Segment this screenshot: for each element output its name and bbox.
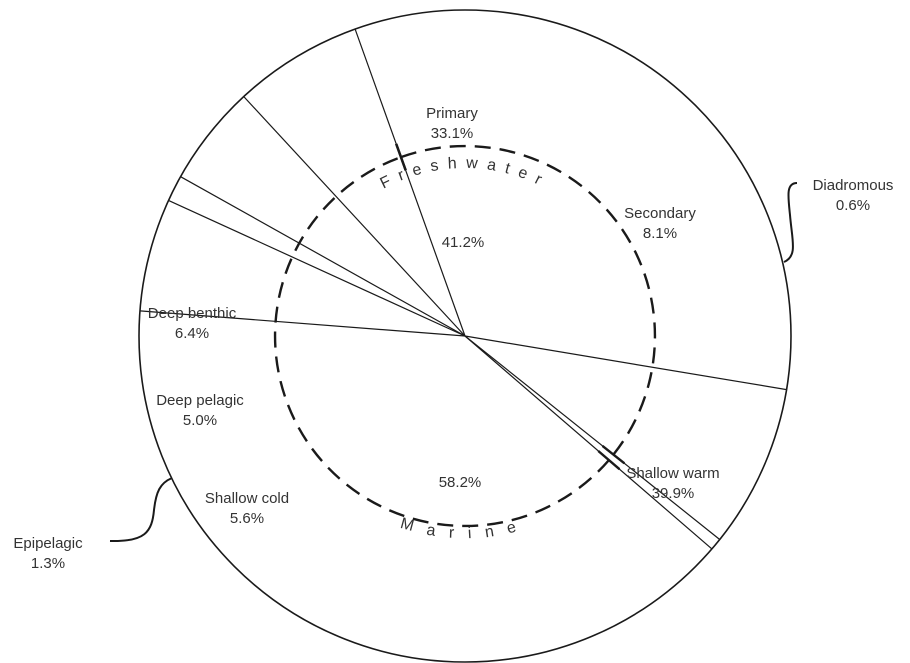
group-value-marine: 58.2%: [439, 474, 482, 491]
boundary-diadromous: [464, 335, 721, 540]
slice-label-primary: Primary: [426, 105, 478, 122]
slice-label-shallow-cold: Shallow cold: [205, 490, 289, 507]
marine-arc-end-tick: [395, 143, 407, 171]
slice-label-deep-pelagic: Deep pelagic: [156, 392, 244, 409]
marine-arc-end-tick: [597, 450, 621, 471]
slice-label-diadromous: Diadromous: [813, 177, 894, 194]
slice-value-shallow-cold: 5.6%: [230, 510, 264, 527]
slice-value-epipelagic: 1.3%: [31, 555, 65, 572]
slice-value-deep-pelagic: 5.0%: [183, 412, 217, 429]
leader-epipelagic: [109, 477, 173, 543]
slice-value-deep-benthic: 6.4%: [175, 325, 209, 342]
boundary-secondary: [464, 335, 787, 391]
slice-value-secondary: 8.1%: [643, 225, 677, 242]
group-arcs: [273, 143, 657, 528]
slice-label-deep-benthic: Deep benthic: [148, 305, 237, 322]
boundary-deep-pelagic: [180, 176, 466, 337]
leader-diadromous: [783, 182, 798, 263]
freshwater-arc-end-tick: [601, 444, 626, 465]
group-value-freshwater: 41.2%: [442, 234, 485, 251]
slice-label-secondary: Secondary: [624, 205, 696, 222]
pie-outline: [138, 9, 792, 663]
slice-label-shallow-warm: Shallow warm: [626, 465, 719, 482]
slice-value-diadromous: 0.6%: [836, 197, 870, 214]
boundary-primary: [354, 28, 466, 337]
slice-value-shallow-warm: 39.9%: [652, 485, 695, 502]
boundary-shallow-warm: [464, 335, 713, 550]
boundary-deep-benthic: [243, 96, 466, 337]
slice-value-primary: 33.1%: [431, 125, 474, 142]
freshwater-group-arc: [400, 144, 657, 456]
boundary-epipelagic: [168, 199, 466, 337]
boundary-shallow-cold: [139, 310, 466, 337]
leader-lines: [109, 182, 798, 543]
marine-group-arc: [273, 155, 610, 528]
group-label-freshwater: Freshwater: [378, 155, 553, 193]
slice-boundaries: [139, 28, 787, 550]
slice-labels: Primary 33.1% Secondary 8.1% Diadromous 0.6% S…: [13, 105, 893, 572]
slice-label-epipelagic: Epipelagic: [13, 535, 83, 552]
